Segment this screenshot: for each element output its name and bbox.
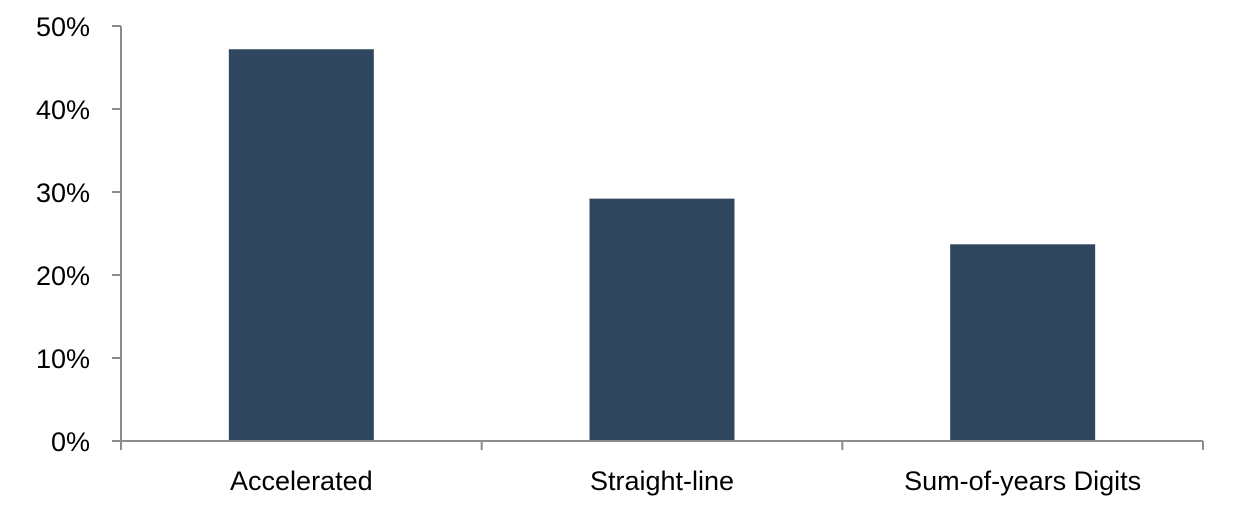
y-tick-label: 50% <box>36 12 90 42</box>
bar-1 <box>589 198 735 441</box>
x-tick-label: Sum-of-years Digits <box>904 466 1141 496</box>
y-tick-label: 10% <box>36 344 90 374</box>
y-tick-label: 40% <box>36 95 90 125</box>
bar-2 <box>950 244 1096 441</box>
y-tick-label: 30% <box>36 178 90 208</box>
x-tick-label: Accelerated <box>230 466 373 496</box>
y-tick-label: 0% <box>51 427 90 457</box>
x-tick-label: Straight-line <box>590 466 734 496</box>
y-tick-label: 20% <box>36 261 90 291</box>
bar-0 <box>228 49 374 442</box>
